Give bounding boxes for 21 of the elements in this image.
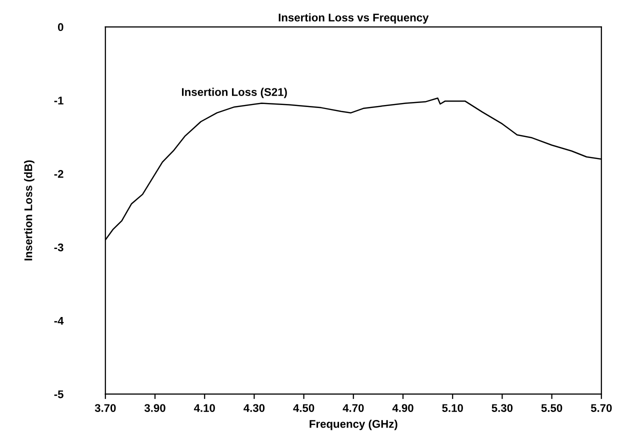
x-tick-label: 5.50 bbox=[541, 404, 562, 412]
x-tick-label: 4.90 bbox=[392, 404, 414, 412]
y-tick-label: -2 bbox=[54, 170, 64, 178]
x-tick-label: 4.10 bbox=[194, 404, 215, 412]
x-tick-label: 5.70 bbox=[590, 404, 612, 412]
x-tick-label: 3.90 bbox=[144, 404, 166, 412]
x-tick-label: 4.70 bbox=[342, 404, 364, 412]
y-axis-title: Insertion Loss (dB) bbox=[24, 160, 34, 260]
y-tick-label: -4 bbox=[54, 317, 64, 325]
y-tick-label: 0 bbox=[58, 23, 64, 32]
x-tick-label: 4.50 bbox=[293, 404, 314, 412]
x-tick-label: 3.70 bbox=[94, 404, 116, 412]
x-tick-label: 5.10 bbox=[442, 404, 463, 412]
chart-title: Insertion Loss vs Frequency bbox=[278, 13, 429, 24]
x-tick-label: 4.30 bbox=[244, 404, 265, 412]
x-axis-title: Frequency (GHz) bbox=[310, 420, 398, 430]
y-tick-label: -5 bbox=[54, 390, 64, 398]
y-tick-label: -3 bbox=[54, 243, 64, 252]
y-tick-label: -1 bbox=[54, 96, 64, 104]
x-tick-label: 5.30 bbox=[492, 404, 513, 412]
series-label: Insertion Loss (S21) bbox=[182, 88, 287, 98]
